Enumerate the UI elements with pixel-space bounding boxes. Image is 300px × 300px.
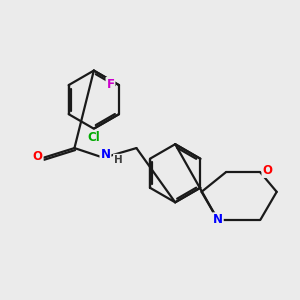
Text: N: N: [100, 148, 110, 161]
Text: N: N: [213, 213, 223, 226]
Text: Cl: Cl: [87, 131, 100, 144]
Text: O: O: [33, 151, 43, 164]
Text: F: F: [106, 78, 115, 91]
Text: H: H: [114, 155, 123, 165]
Text: O: O: [262, 164, 272, 177]
